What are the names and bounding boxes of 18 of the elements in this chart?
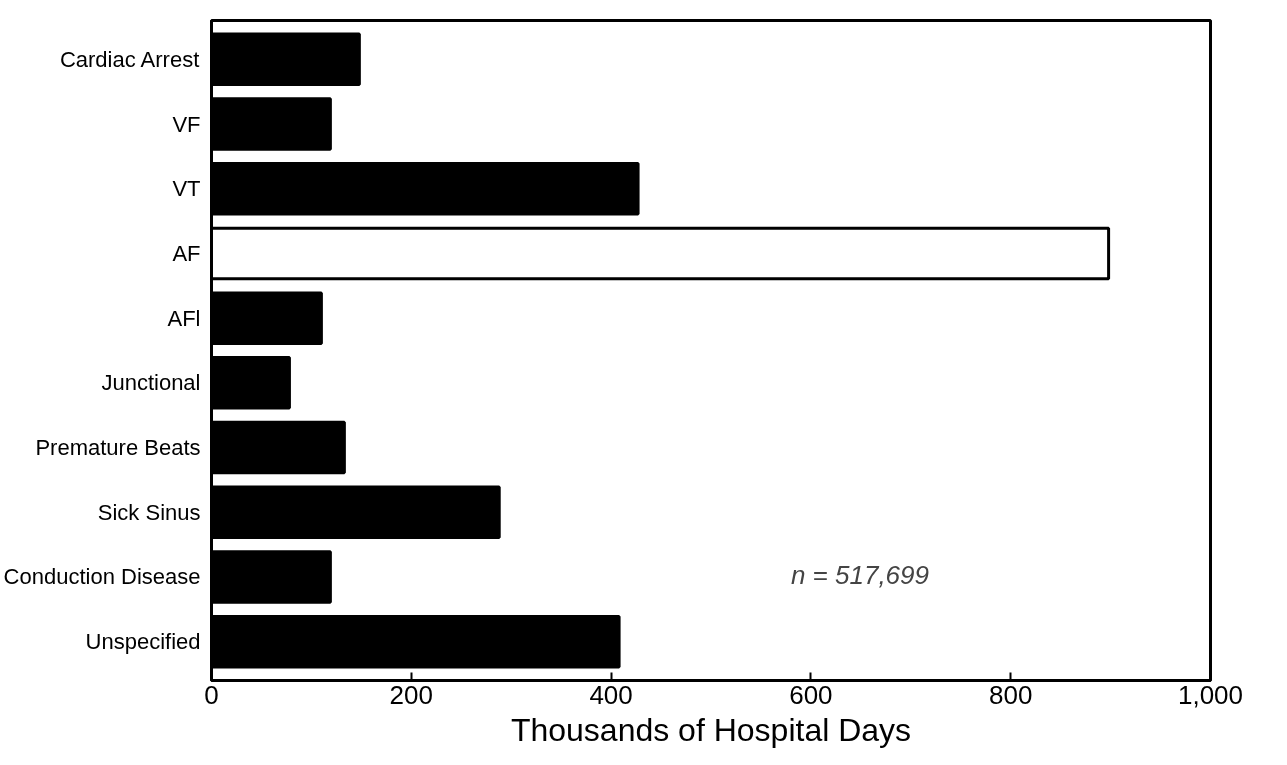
y-tick-label: Cardiac Arrest xyxy=(59,46,200,72)
x-tick-label: 1,000 xyxy=(1177,679,1244,710)
y-tick-label: VT xyxy=(172,176,201,202)
x-axis-title: Thousands of Hospital Days xyxy=(510,711,912,748)
x-tick-label: 200 xyxy=(389,679,433,710)
y-tick-label: AFl xyxy=(167,305,201,331)
y-tick-label: Conduction Disease xyxy=(3,564,201,590)
x-tick-label: 800 xyxy=(989,679,1033,710)
annotation: n = 517,699 xyxy=(790,559,929,590)
y-tick-label: Unspecified xyxy=(85,629,201,655)
y-tick-label: VF xyxy=(172,111,201,137)
x-tick-label: 0 xyxy=(204,679,219,710)
y-tick-label: Premature Beats xyxy=(35,435,201,461)
x-tick-label: 600 xyxy=(789,679,833,710)
y-tick-label: Sick Sinus xyxy=(97,499,201,525)
y-tick-label: AF xyxy=(172,240,201,266)
x-tick-label: 400 xyxy=(589,679,633,710)
y-tick-label: Junctional xyxy=(101,370,201,396)
